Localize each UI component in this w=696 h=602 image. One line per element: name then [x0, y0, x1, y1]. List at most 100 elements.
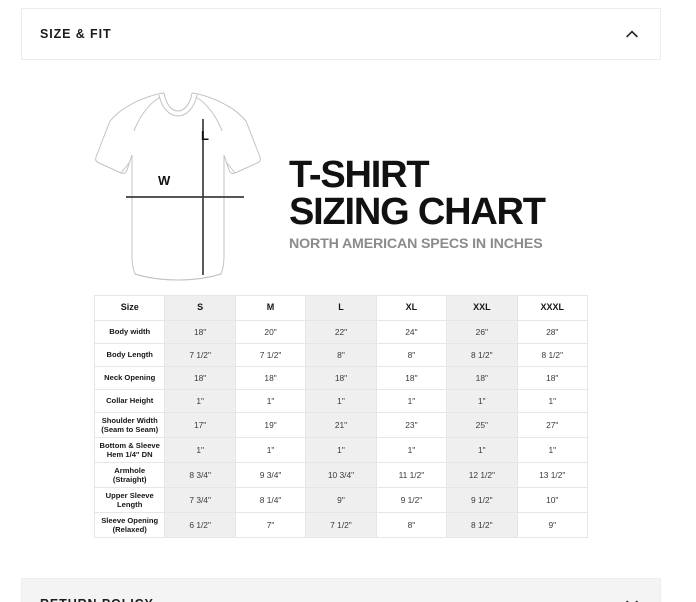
table-row-header-sub: Length	[117, 500, 143, 509]
table-header-row: Size S M L XL XXL XXXL	[93, 295, 589, 321]
table-cell: 1"	[234, 437, 307, 463]
table-cell: 7 1/2"	[234, 343, 307, 367]
chart-title-line2: SIZING CHART	[289, 190, 546, 233]
table-cell: 20"	[234, 320, 307, 344]
table-row-header: Sleeve Opening (Relaxed)	[93, 512, 166, 538]
table-row: Neck Opening 18" 18" 18" 18" 18" 18"	[93, 366, 589, 390]
table-row-header-sub: (Seam to Seam)	[101, 425, 159, 434]
table-row-header: Shoulder Width (Seam to Seam)	[93, 412, 166, 438]
table-cell: 11 1/2"	[375, 462, 448, 488]
table-cell: 8 1/2"	[446, 512, 518, 538]
table-cell: 9"	[305, 487, 377, 513]
table-cell: 21"	[305, 412, 377, 438]
table-cell: 8 1/2"	[446, 343, 518, 367]
table-row: Shoulder Width (Seam to Seam) 17" 19" 21" 23"…	[93, 412, 589, 438]
table-cell: 7 1/2"	[164, 343, 236, 367]
table-cell: 8"	[375, 343, 448, 367]
table-cell: 22"	[305, 320, 377, 344]
table-cell: 7"	[234, 512, 307, 538]
table-cell: 1"	[164, 389, 236, 413]
table-cell: 12 1/2"	[446, 462, 518, 488]
table-cell: 18"	[305, 366, 377, 390]
table-column-header-l: L	[305, 295, 377, 321]
table-cell: 6 1/2"	[164, 512, 236, 538]
size-chart-table-wrap: Size S M L XL XXL XXXL Body width 18" 20" 22" 24"…	[93, 295, 589, 538]
table-row-header: Upper Sleeve Length	[93, 487, 166, 513]
chevron-down-icon[interactable]	[624, 596, 640, 602]
chart-subtitle: NORTH AMERICAN SPECS IN INCHES	[289, 235, 543, 252]
table-row-header: Collar Height	[93, 389, 166, 413]
table-cell: 18"	[516, 366, 589, 390]
table-row-header: Body Length	[93, 343, 166, 367]
table-cell: 10"	[516, 487, 589, 513]
table-cell: 24"	[375, 320, 448, 344]
width-dimension-label: W	[158, 173, 171, 188]
table-row: Bottom & Sleeve Hem 1/4" DN 1" 1" 1" 1" 1" 1"	[93, 437, 589, 463]
table-cell: 23"	[375, 412, 448, 438]
table-row: Collar Height 1" 1" 1" 1" 1" 1"	[93, 389, 589, 413]
table-cell: 26"	[446, 320, 518, 344]
table-cell: 7 1/2"	[305, 512, 377, 538]
table-corner-header: Size	[93, 295, 166, 321]
table-row-header: Armhole (Straight)	[93, 462, 166, 488]
table-cell: 27"	[516, 412, 589, 438]
table-column-header-s: S	[164, 295, 236, 321]
table-cell: 1"	[234, 389, 307, 413]
table-cell: 9 3/4"	[234, 462, 307, 488]
table-column-header-xxl: XXL	[446, 295, 518, 321]
accordion-header-size-fit[interactable]: SIZE & FIT	[21, 8, 661, 60]
table-cell: 18"	[164, 366, 236, 390]
table-cell: 1"	[446, 389, 518, 413]
length-dimension-label: L	[201, 128, 209, 143]
table-cell: 9 1/2"	[375, 487, 448, 513]
table-cell: 1"	[305, 437, 377, 463]
table-cell: 8 3/4"	[164, 462, 236, 488]
table-row: Sleeve Opening (Relaxed) 6 1/2" 7" 7 1/2" 8" 8…	[93, 512, 589, 538]
size-fit-panel: W L T-SHIRT SIZING CHART NORTH AMERICAN …	[21, 60, 661, 560]
table-row-header-sub: (Relaxed)	[112, 525, 147, 534]
table-cell: 13 1/2"	[516, 462, 589, 488]
tshirt-outline-icon: W L	[88, 85, 268, 285]
table-cell: 9 1/2"	[446, 487, 518, 513]
table-cell: 10 3/4"	[305, 462, 377, 488]
table-row: Body width 18" 20" 22" 24" 26" 28"	[93, 320, 589, 344]
table-cell: 1"	[516, 437, 589, 463]
table-cell: 8 1/2"	[516, 343, 589, 367]
table-row-header-sub: Hem 1/4" DN	[106, 450, 153, 459]
table-cell: 8 1/4"	[234, 487, 307, 513]
accordion-title-size-fit: SIZE & FIT	[40, 27, 112, 41]
table-row-header: Body width	[93, 320, 166, 344]
table-column-header-m: M	[234, 295, 307, 321]
table-row-header: Bottom & Sleeve Hem 1/4" DN	[93, 437, 166, 463]
table-cell: 9"	[516, 512, 589, 538]
accordion-title-return-policy: RETURN POLICY	[40, 597, 154, 602]
table-cell: 19"	[234, 412, 307, 438]
chart-title-block: T-SHIRT SIZING CHART NORTH AMERICAN SPEC…	[289, 156, 609, 252]
table-cell: 18"	[164, 320, 236, 344]
table-column-header-xxxl: XXXL	[516, 295, 589, 321]
table-row: Armhole (Straight) 8 3/4" 9 3/4" 10 3/4" 11 1…	[93, 462, 589, 488]
table-cell: 1"	[375, 437, 448, 463]
sizing-chart-graphic: W L T-SHIRT SIZING CHART NORTH AMERICAN …	[21, 85, 661, 300]
table-cell: 28"	[516, 320, 589, 344]
table-cell: 1"	[446, 437, 518, 463]
table-row: Upper Sleeve Length 7 3/4" 8 1/4" 9" 9 1/2" 9 …	[93, 487, 589, 513]
table-row: Body Length 7 1/2" 7 1/2" 8" 8" 8 1/2" 8 1/2"	[93, 343, 589, 367]
size-chart-table: Size S M L XL XXL XXXL Body width 18" 20" 22" 24"…	[93, 295, 589, 538]
table-cell: 18"	[375, 366, 448, 390]
accordion-header-return-policy[interactable]: RETURN POLICY	[21, 578, 661, 602]
table-cell: 1"	[305, 389, 377, 413]
table-row-header: Neck Opening	[93, 366, 166, 390]
table-column-header-xl: XL	[375, 295, 448, 321]
table-cell: 1"	[164, 437, 236, 463]
table-cell: 7 3/4"	[164, 487, 236, 513]
table-cell: 17"	[164, 412, 236, 438]
table-body: Body width 18" 20" 22" 24" 26" 28" Body Length 7…	[93, 320, 589, 538]
table-cell: 1"	[375, 389, 448, 413]
table-cell: 8"	[305, 343, 377, 367]
table-cell: 8"	[375, 512, 448, 538]
chevron-up-icon[interactable]	[624, 26, 640, 42]
table-cell: 25"	[446, 412, 518, 438]
table-cell: 18"	[446, 366, 518, 390]
